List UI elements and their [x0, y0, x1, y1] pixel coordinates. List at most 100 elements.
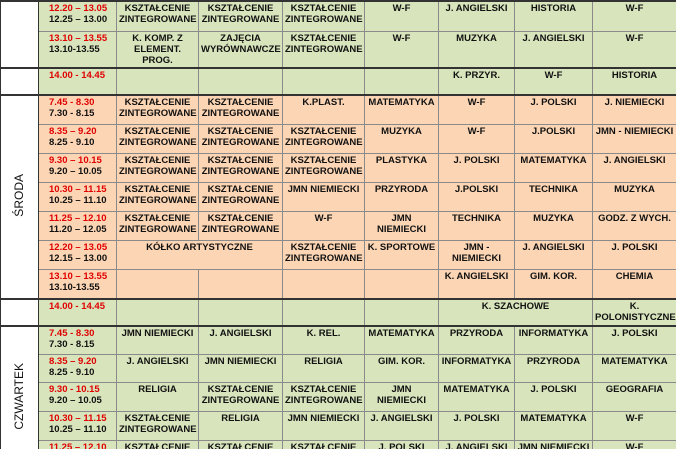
lesson-cell [116, 66, 199, 95]
alt-time: 13.10-13.55 [49, 282, 100, 293]
lesson-cell: KSZTAŁCENIE ZINTEGROWANE [198, 211, 283, 241]
lesson-cell: JMN NIEMIECKI [364, 211, 439, 241]
lesson-cell: K. PRZYR. [438, 66, 515, 95]
lesson-cell: JMN NIEMIECKI [364, 382, 439, 412]
lesson-time: 14.00 - 14.45 [49, 300, 105, 312]
lesson-cell: JMN NIEMIECKI [116, 324, 199, 355]
lesson-cell: MATEMATYKA [364, 324, 439, 355]
lesson-cell: KSZTAŁCENIE [198, 440, 283, 449]
lesson-cell: MUZYKA [364, 124, 439, 154]
time-cell: 11.25 – 12.10 11.20 – 12.05 [38, 211, 117, 241]
lesson-cell: KSZTAŁCENIE ZINTEGROWANE [116, 411, 199, 441]
schedule-row: 14.00 - 14.45 K. SZACHOWE K. POLONISTYCZNE [0, 297, 676, 326]
alt-time: 11.20 – 12.05 [49, 224, 107, 235]
alt-time: 12.15 – 13.00 [49, 253, 108, 264]
day-cell: ŚRODA [0, 93, 39, 299]
alt-time: 13.10-13.55 [49, 43, 100, 55]
lesson-cell: GIM. KOR. [514, 269, 593, 299]
lesson-cell: J. ANGIELSKI [514, 30, 593, 68]
lesson-cell: J. POLSKI [438, 411, 515, 441]
lesson-cell [198, 269, 283, 299]
lesson-cell: J. ANGIELSKI [198, 324, 283, 355]
lesson-cell: W-F [364, 30, 439, 68]
lesson-cell: MUZYKA [592, 182, 676, 212]
lesson-cell: KSZTAŁCENIE ZINTEGROWANE [198, 124, 283, 154]
lesson-time: 9.30 – 10.15 [49, 155, 102, 166]
lesson-cell: MUZYKA [438, 30, 515, 68]
lesson-cell: W-F [592, 440, 676, 449]
time-cell: 11.25 – 12.10 [38, 440, 117, 449]
lesson-cell: MATEMATYKA [364, 93, 439, 125]
lesson-cell: W-F [438, 124, 515, 154]
schedule-row: 13.10 – 13.55 13.10-13.55 K. ANGIELSKI GIM.… [1, 269, 676, 299]
lesson-cell: GODZ. Z WYCH. [592, 211, 676, 241]
lesson-cell: J. ANGIELSKI [592, 153, 676, 183]
lesson-cell: MATEMATYKA [592, 354, 676, 383]
lesson-cell [282, 269, 365, 299]
day-label: ŚRODA [12, 174, 26, 217]
lesson-time: 11.25 – 12.10 [49, 213, 107, 224]
lesson-cell: KSZTAŁCENIE [116, 440, 199, 449]
lesson-cell: MATEMATYKA [438, 382, 515, 412]
lesson-cell: JMN NIEMIECKI [282, 411, 365, 441]
lesson-cell: GEOGRAFIA [592, 382, 676, 412]
alt-time: 7.30 - 8.15 [49, 107, 95, 119]
lesson-cell: J. ANGIELSKI [438, 440, 515, 449]
lesson-cell: KSZTAŁCENIE [282, 440, 365, 449]
lesson-cell: PRZYRODA [364, 182, 439, 212]
lesson-cell: W-F [364, 0, 439, 32]
lesson-cell: TECHNIKA [514, 182, 593, 212]
lesson-cell: HISTORIA [514, 0, 593, 32]
schedule-row: 12.20 – 13.05 12.25 – 13.00 KSZTAŁCENIE ZI… [0, 0, 676, 68]
lesson-time: 13.10 – 13.55 [49, 271, 108, 282]
schedule-row: 8.35 – 9.20 8.25 - 9.10 KSZTAŁCENIE ZINTEG… [1, 124, 676, 154]
day-cell [0, 66, 39, 95]
alt-time: 8.25 - 9.10 [49, 137, 95, 148]
time-cell: 14.00 - 14.45 [38, 66, 117, 95]
lesson-cell: KSZTAŁCENIE ZINTEGROWANE [282, 30, 365, 68]
lesson-cell: J. POLSKI [592, 324, 676, 355]
day-cell: CZWARTEK [0, 324, 39, 449]
schedule-row: 8.35 – 9.20 8.25 - 9.10 J. ANGIELSKI JMN NI… [1, 354, 676, 383]
lesson-cell [364, 66, 439, 95]
lesson-cell: K. SZACHOWE [438, 297, 593, 326]
lesson-cell: J. POLSKI [438, 153, 515, 183]
time-cell: 12.20 – 13.05 12.25 – 13.00 [38, 0, 117, 32]
alt-time: 8.25 - 9.10 [49, 367, 95, 378]
lesson-cell: INFORMATYKA [514, 324, 593, 355]
lesson-cell: JMN - NIEMIECKI [592, 124, 676, 154]
lesson-time: 12.20 – 13.05 [49, 242, 108, 253]
lesson-cell: PRZYRODA [438, 324, 515, 355]
lesson-cell: KSZTAŁCENIE ZINTEGROWANE [116, 153, 199, 183]
lesson-cell [364, 297, 439, 326]
lesson-time: 11.25 – 12.10 [49, 442, 107, 449]
lesson-cell: TECHNIKA [438, 211, 515, 241]
lesson-cell: JMN NIEMIECKI [514, 440, 593, 449]
lesson-cell: MATEMATYKA [514, 411, 593, 441]
lesson-cell: KSZTAŁCENIE ZINTEGROWANE [282, 382, 365, 412]
lesson-cell: W-F [514, 66, 593, 95]
time-cell: 10.30 – 11.15 10.25 – 11.10 [38, 182, 117, 212]
lesson-cell: J. POLSKI [514, 382, 593, 412]
lesson-cell: J. ANGIELSKI [116, 354, 199, 383]
schedule-row: 11.25 – 12.10 KSZTAŁCENIE KSZTAŁCENIE KSZTA… [1, 440, 676, 449]
time-cell: 8.35 – 9.20 8.25 - 9.10 [38, 354, 117, 383]
alt-time: 10.25 – 11.10 [49, 424, 107, 435]
lesson-cell: KSZTAŁCENIE ZINTEGROWANE [116, 182, 199, 212]
lesson-cell: JMN - NIEMIECKI [438, 240, 515, 270]
schedule-row: 10.30 – 11.15 10.25 – 11.10 KSZTAŁCENIE ZI… [1, 182, 676, 212]
lesson-cell: KSZTAŁCENIE ZINTEGROWANE [198, 93, 283, 125]
schedule-row: 11.25 – 12.10 11.20 – 12.05 KSZTAŁCENIE ZI… [1, 211, 676, 241]
lesson-time: 10.30 – 11.15 [49, 184, 107, 195]
lesson-cell [364, 269, 439, 299]
lesson-time: 8.35 – 9.20 [49, 126, 97, 137]
lesson-cell: GIM. KOR. [364, 354, 439, 383]
lesson-cell [116, 297, 199, 326]
lesson-cell: KSZTAŁCENIE ZINTEGROWANE [198, 382, 283, 412]
lesson-cell: KSZTAŁCENIE ZINTEGROWANE [282, 124, 365, 154]
schedule-row: 14.00 - 14.45 K. PRZYR. W-F HISTORIA [0, 66, 676, 95]
lesson-time: 7.45 - 8.30 [49, 96, 95, 108]
lesson-time: 12.20 – 13.05 [49, 3, 108, 14]
lesson-cell: J. NIEMIECKI [592, 93, 676, 125]
